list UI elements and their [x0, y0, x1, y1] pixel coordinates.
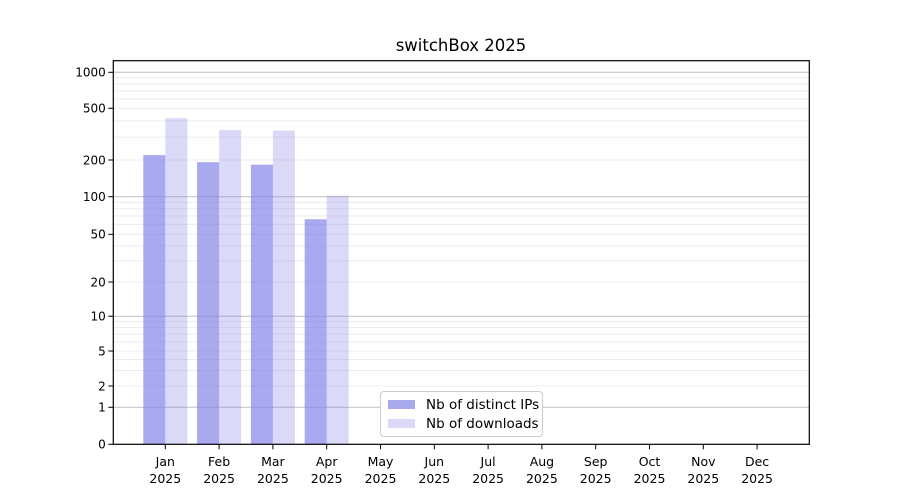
x-tick-label-month: Mar — [261, 454, 285, 469]
y-tick-label: 1000 — [75, 66, 106, 80]
bar-downloads-mar — [272, 130, 295, 445]
x-tick-label-month: Aug — [530, 454, 554, 469]
y-tick-label: 20 — [91, 275, 106, 289]
legend-item-downloads: Nb of downloads — [388, 416, 542, 432]
y-tick-label: 1 — [98, 401, 106, 415]
bar-downloads-feb — [219, 129, 242, 445]
bar-distinct-ips-jan — [143, 155, 166, 445]
y-tick-label: 500 — [83, 102, 106, 116]
axes-frame — [112, 60, 810, 445]
x-tick-label-year: 2025 — [365, 471, 397, 486]
y-tick-label: 2 — [98, 379, 106, 393]
x-tick-label-year: 2025 — [741, 471, 773, 486]
x-tick-label-month: Sep — [584, 454, 608, 469]
x-tick-label-year: 2025 — [149, 471, 181, 486]
bar-distinct-ips-mar — [250, 164, 273, 445]
x-tick-label-month: Dec — [745, 454, 769, 469]
x-tick-label-year: 2025 — [203, 471, 235, 486]
x-tick-label-year: 2025 — [418, 471, 450, 486]
bar-downloads-apr — [326, 195, 349, 445]
x-tick-label-month: May — [368, 454, 394, 469]
chart-title: switchBox 2025 — [395, 36, 527, 55]
y-tick-label: 0 — [98, 438, 106, 452]
legend-label-distinct-ips: Nb of distinct IPs — [426, 396, 540, 413]
legend-label-downloads: Nb of downloads — [426, 415, 539, 432]
y-tick-label: 50 — [91, 228, 106, 242]
x-tick-label-year: 2025 — [580, 471, 612, 486]
x-tick-label-month: Apr — [316, 454, 338, 469]
y-tick-label: 10 — [91, 310, 106, 324]
legend-swatch-distinct-ips — [388, 400, 415, 409]
x-tick-label-month: Jun — [424, 454, 445, 469]
x-tick-label-month: Feb — [208, 454, 230, 469]
legend-swatch-downloads — [388, 419, 415, 428]
x-tick-label-year: 2025 — [472, 471, 504, 486]
legend: Nb of distinct IPs Nb of downloads — [380, 391, 543, 437]
bar-distinct-ips-apr — [304, 219, 327, 445]
x-tick-label-year: 2025 — [257, 471, 289, 486]
legend-item-distinct-ips: Nb of distinct IPs — [388, 397, 542, 413]
y-tick-label: 100 — [83, 190, 106, 204]
x-tick-label-year: 2025 — [526, 471, 558, 486]
x-tick-label-month: Jul — [480, 454, 496, 469]
y-tick-label: 200 — [83, 153, 106, 167]
x-tick-label-year: 2025 — [311, 471, 343, 486]
x-tick-label-month: Nov — [691, 454, 716, 469]
x-tick-label-month: Oct — [639, 454, 661, 469]
bar-downloads-jan — [165, 118, 188, 445]
x-tick-label-year: 2025 — [634, 471, 666, 486]
x-tick-label-month: Jan — [155, 454, 175, 469]
x-tick-label-year: 2025 — [687, 471, 719, 486]
y-tick-label: 5 — [98, 344, 106, 358]
bar-distinct-ips-feb — [197, 162, 220, 445]
